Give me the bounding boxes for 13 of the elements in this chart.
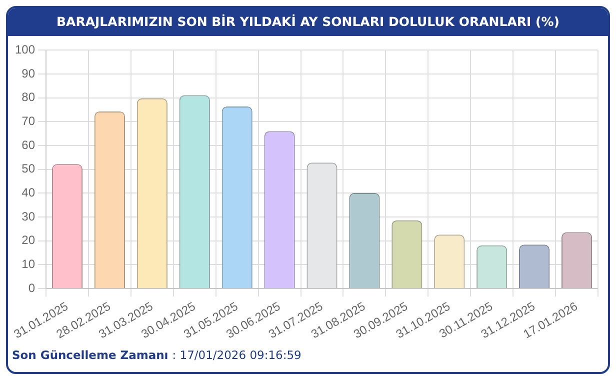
y-tick-label: 70 <box>22 114 36 128</box>
y-tick-label: 80 <box>22 90 36 104</box>
y-tick-label: 10 <box>22 256 36 271</box>
y-tick-label: 90 <box>22 66 36 80</box>
chart-title: BARAJLARIMIZIN SON BİR YILDAKİ AY SONLARI DOLULUK ORANLARI (%) <box>8 8 608 36</box>
y-tick-label: 40 <box>22 185 36 200</box>
y-tick-label: 30 <box>22 209 36 224</box>
y-tick-label: 0 <box>28 280 36 295</box>
text: Son Güncelleme Zamanı : 17/01/2026 09:16:59 <box>12 348 302 362</box>
y-tick-label: 100 <box>14 42 36 57</box>
y-tick-label: 50 <box>22 162 36 176</box>
y-tick-label: 60 <box>22 138 36 152</box>
y-tick-label: 20 <box>22 233 36 248</box>
